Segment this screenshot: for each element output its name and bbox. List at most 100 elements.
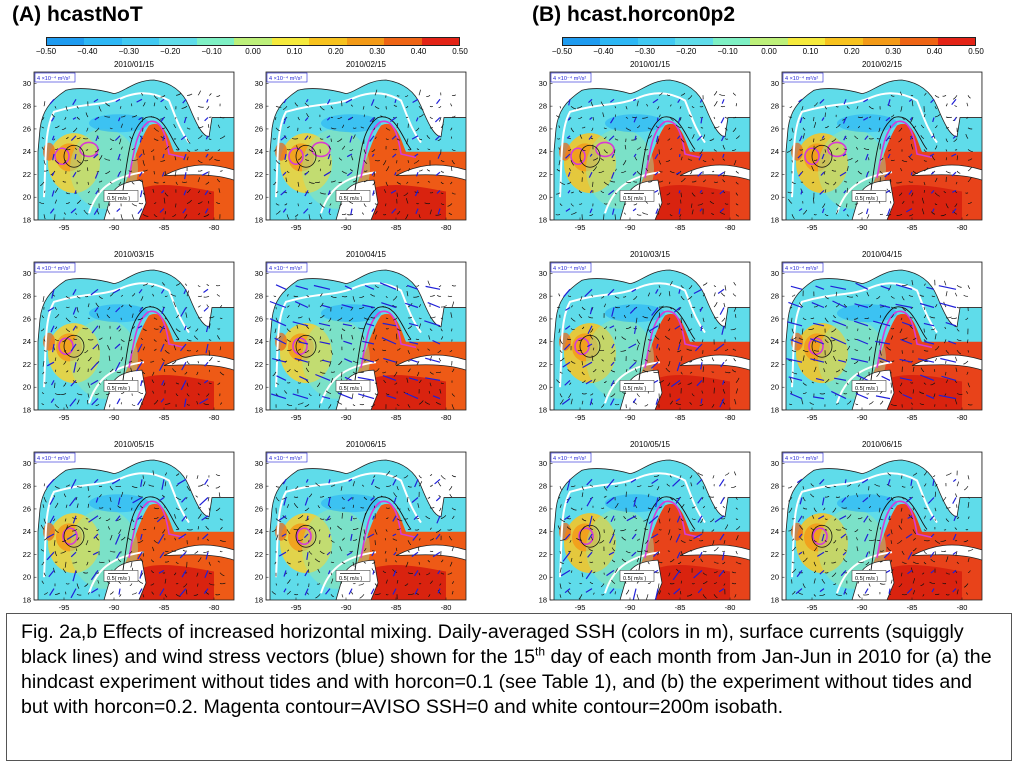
wind-stress-vectors	[786, 282, 957, 400]
surface-current-vectors	[40, 470, 226, 598]
y-tick-label: 22	[539, 550, 547, 559]
wind-scale-label: 4 ×10⁻⁴ m²/s²	[37, 265, 70, 272]
colorbar-tick-label: 0.30	[885, 47, 901, 56]
y-tick-label: 20	[771, 573, 779, 582]
aviso-eddy-contour	[292, 337, 308, 356]
y-tick-label: 28	[771, 482, 779, 491]
wind-scale-label: 4 ×10⁻⁴ m²/s²	[785, 75, 818, 82]
map-subplot-b-2: 2010/02/15 4 ×10⁻⁴ m²/s² 0.5( m/s ) 30 28 26 2…	[754, 58, 992, 238]
y-tick-label: 26	[771, 124, 779, 133]
colorbar-a	[46, 37, 460, 46]
aviso-ssh0-contour	[128, 500, 185, 559]
y-tick-label: 24	[539, 147, 547, 156]
x-tick-label: -95	[59, 603, 70, 612]
y-tick-label: 22	[771, 170, 779, 179]
cool-ssh-region	[605, 114, 665, 133]
cuba	[679, 544, 750, 561]
wind-stress-vectors	[561, 288, 725, 408]
x-tick-label: -85	[391, 603, 402, 612]
y-tick-label: 18	[771, 216, 779, 225]
cuba	[395, 164, 466, 181]
y-tick-label: 18	[255, 406, 263, 415]
wind-stress-vectors	[560, 478, 725, 600]
colorbar-tick-label: 0.50	[452, 47, 468, 56]
map-date-label: 2010/05/15	[114, 440, 155, 449]
y-tick-label: 24	[771, 337, 779, 346]
y-tick-label: 20	[539, 193, 547, 202]
x-tick-label: -80	[957, 223, 968, 232]
map-subplot-a-1: 2010/01/15 4 ×10⁻⁴ m²/s² 0.5( m/s ) 30 28 26 2…	[6, 58, 244, 238]
y-tick-label: 22	[23, 360, 31, 369]
y-tick-label: 30	[23, 79, 31, 88]
colorbar-swatch	[271, 38, 310, 45]
aviso-ssh0-contour	[360, 120, 417, 179]
map-date-label: 2010/03/15	[630, 250, 671, 259]
cool-ssh-region	[321, 114, 381, 133]
y-tick-label: 30	[539, 79, 547, 88]
map-frame	[549, 261, 751, 411]
y-tick-label: 20	[255, 383, 263, 392]
y-tick-label: 24	[23, 337, 31, 346]
y-tick-label: 24	[23, 527, 31, 536]
y-tick-label: 20	[255, 573, 263, 582]
map-frame	[549, 71, 751, 221]
aviso-eddy-contour	[812, 527, 828, 546]
x-tick-label: -90	[625, 603, 636, 612]
cool-ssh-region	[605, 304, 665, 323]
surface-current-vectors	[272, 89, 456, 220]
x-tick-label: -95	[575, 603, 586, 612]
x-tick-label: -95	[291, 603, 302, 612]
colorbar-tick-label: −0.10	[717, 47, 738, 56]
aviso-ssh0-contour	[128, 120, 185, 179]
y-tick-label: 20	[771, 193, 779, 202]
y-tick-label: 20	[23, 193, 31, 202]
map-date-label: 2010/05/15	[630, 440, 671, 449]
x-tick-label: -85	[907, 223, 918, 232]
map-frame	[781, 71, 983, 221]
wind-stress-vectors	[269, 282, 441, 400]
current-scale-label: 0.5( m/s )	[623, 386, 646, 392]
coastline-north	[782, 262, 982, 410]
wind-scale-label: 4 ×10⁻⁴ m²/s²	[269, 455, 302, 462]
y-tick-label: 18	[539, 216, 547, 225]
y-tick-label: 28	[539, 292, 547, 301]
colorbar-tick-label: 0.50	[968, 47, 984, 56]
colorbar-b-ticks: −0.50 −0.40 −0.30 −0.20 −0.10 0.00 0.10 0.20 0.3…	[552, 47, 984, 59]
cuba	[163, 544, 234, 561]
map-frame	[265, 451, 467, 601]
panel-a-title: (A) hcastNoT	[12, 3, 143, 26]
colorbar-tick-label: −0.40	[77, 47, 98, 56]
y-tick-label: 28	[771, 102, 779, 111]
coastline-north	[266, 72, 466, 220]
map-frame	[781, 451, 983, 601]
colorbar-swatch	[84, 38, 122, 45]
wind-scale-label: 4 ×10⁻⁴ m²/s²	[785, 455, 818, 462]
y-tick-label: 28	[23, 482, 31, 491]
x-tick-label: -80	[441, 603, 452, 612]
colorbar-tick-label: 0.30	[369, 47, 385, 56]
y-tick-label: 22	[771, 550, 779, 559]
y-tick-label: 24	[771, 147, 779, 156]
y-tick-label: 24	[255, 337, 263, 346]
y-tick-label: 20	[23, 383, 31, 392]
map-date-label: 2010/06/15	[346, 440, 387, 449]
aviso-ssh0-contour	[644, 120, 701, 179]
colorbar-swatch	[421, 38, 459, 45]
isobath-200m	[275, 472, 422, 578]
wind-stress-vectors	[795, 478, 957, 595]
y-tick-label: 28	[255, 482, 263, 491]
wind-scale-label: 4 ×10⁻⁴ m²/s²	[553, 75, 586, 82]
y-tick-label: 22	[255, 360, 263, 369]
surface-current-vectors	[555, 91, 740, 220]
wind-stress-vectors	[797, 98, 957, 216]
colorbar-b	[562, 37, 976, 46]
cool-ssh-region	[89, 304, 149, 323]
caption-superscript: th	[535, 644, 546, 659]
x-tick-label: -85	[391, 413, 402, 422]
y-tick-label: 30	[771, 269, 779, 278]
wind-stress-vectors	[46, 288, 209, 408]
y-tick-label: 28	[255, 292, 263, 301]
map-frame	[33, 261, 235, 411]
wind-scale-label: 4 ×10⁻⁴ m²/s²	[553, 455, 586, 462]
x-tick-label: -95	[807, 223, 818, 232]
